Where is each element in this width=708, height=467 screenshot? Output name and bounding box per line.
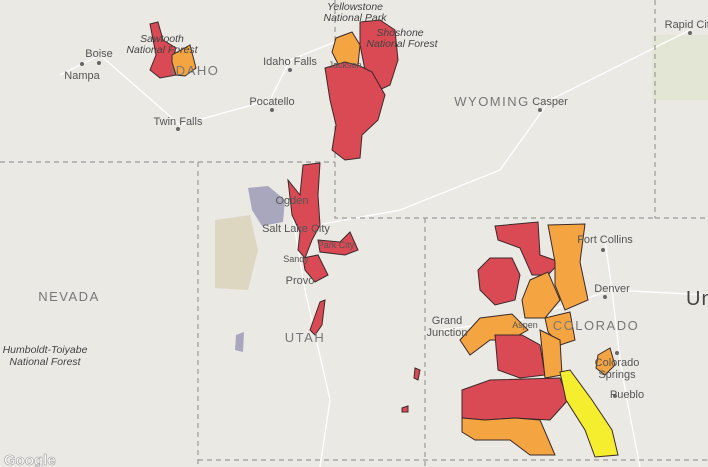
- park-label: Shoshone: [376, 27, 423, 39]
- city-dot: [538, 108, 542, 112]
- region-red: [324, 61, 386, 161]
- city-label: Jackson: [328, 60, 361, 70]
- region-red: [287, 162, 321, 259]
- city-label: Idaho Falls: [263, 56, 317, 68]
- military-area: [215, 215, 258, 290]
- city-label: Pocatello: [249, 96, 294, 108]
- region-red: [413, 367, 421, 381]
- region-red: [309, 299, 326, 336]
- country-label: Un: [686, 288, 708, 310]
- road: [289, 199, 331, 467]
- lake: [235, 332, 244, 352]
- park-area: [652, 35, 708, 100]
- park-label: National Forest: [126, 44, 198, 56]
- park-label: National Forest: [366, 38, 438, 50]
- great-salt-lake: [248, 186, 285, 226]
- city-label: Sandy: [283, 254, 309, 264]
- region-orange: [171, 44, 197, 77]
- city-dot: [80, 62, 84, 66]
- regions: [149, 19, 619, 458]
- state-label: COLORADO: [553, 318, 639, 333]
- city-dot: [97, 61, 101, 65]
- park-label: National Park: [323, 12, 387, 24]
- city-label: Provo: [286, 275, 315, 287]
- park-label: Humboldt-Toiyabe: [3, 344, 88, 356]
- city-dot: [288, 68, 292, 72]
- city-label: Fort Collins: [577, 234, 633, 246]
- region-orange: [595, 347, 616, 376]
- city-dot: [613, 394, 617, 398]
- region-red: [461, 377, 569, 421]
- city-label: Colorado: [595, 357, 640, 369]
- road: [59, 39, 341, 126]
- region-orange: [547, 223, 589, 311]
- region-red: [477, 257, 521, 306]
- region-red: [302, 254, 329, 283]
- city-label: Rapid City: [665, 19, 708, 31]
- park-label: Yellowstone: [327, 1, 383, 13]
- city-dot: [601, 248, 605, 252]
- city-label: Pueblo: [610, 389, 644, 401]
- park-label: National Forest: [9, 356, 81, 368]
- city-dot: [615, 351, 619, 355]
- city-dot: [270, 108, 274, 112]
- city-label: Salt Lake City: [262, 223, 330, 235]
- state-label: NEVADA: [38, 289, 100, 304]
- region-red: [401, 405, 409, 413]
- city-dot: [176, 127, 180, 131]
- state-label: WYOMING: [454, 94, 530, 109]
- attribution: Google: [4, 452, 56, 467]
- region-orange: [461, 417, 556, 456]
- city-label: Springs: [598, 369, 636, 381]
- city-dots: [80, 31, 692, 398]
- city-label: Boise: [85, 48, 113, 60]
- city-label: Twin Falls: [154, 116, 203, 128]
- region-yellow: [559, 369, 619, 458]
- state-label: IDAHO: [171, 63, 220, 78]
- city-dot: [603, 295, 607, 299]
- park-label: Sawtooth: [140, 33, 184, 45]
- city-label: Junction: [427, 327, 468, 339]
- city-label: Ogden: [275, 195, 308, 207]
- city-label: Park City: [318, 240, 355, 250]
- city-label: Aspen: [512, 320, 538, 330]
- city-label: Casper: [532, 96, 568, 108]
- city-label: Grand: [432, 315, 463, 327]
- city-label: Denver: [594, 283, 630, 295]
- road: [289, 29, 691, 231]
- road: [604, 239, 641, 467]
- city-label: Nampa: [64, 70, 100, 82]
- region-red: [317, 231, 359, 256]
- state-label: UTAH: [285, 330, 325, 345]
- city-dot: [688, 31, 692, 35]
